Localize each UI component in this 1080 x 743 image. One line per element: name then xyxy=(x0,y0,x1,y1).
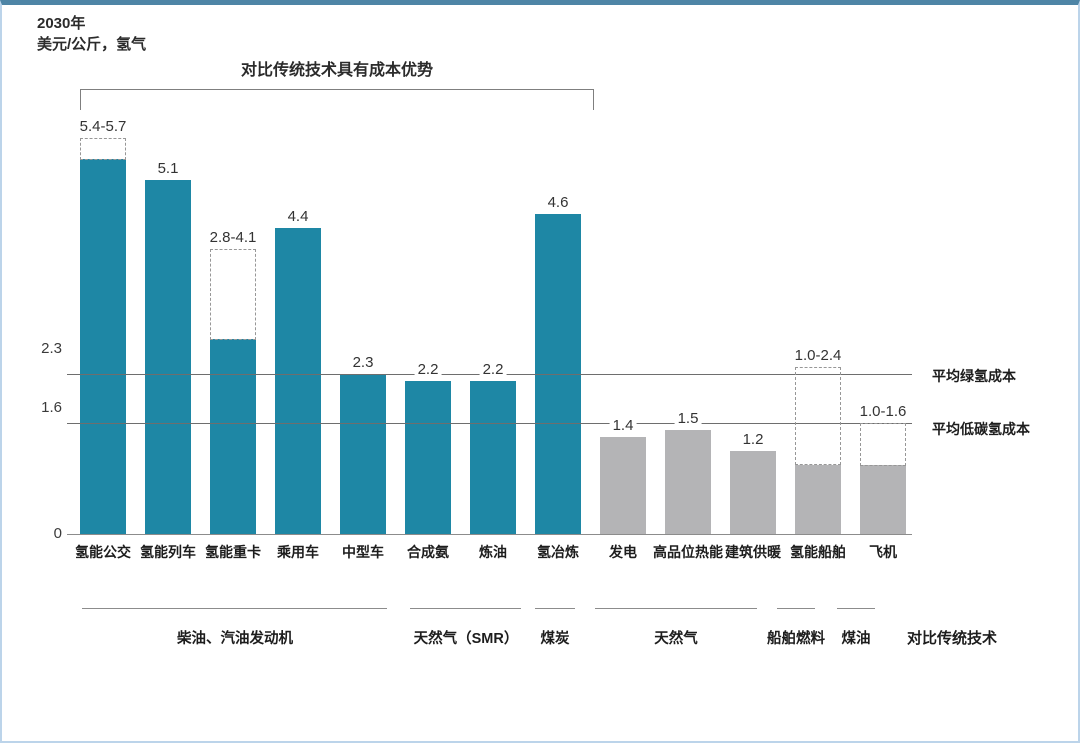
bar-category-label: 高品位热能 xyxy=(653,544,723,560)
chart-unit-label: 美元/公斤，氢气 xyxy=(37,36,147,53)
bar-range-box-11 xyxy=(795,367,841,465)
y-tick-1-6: 1.6 xyxy=(41,399,62,416)
bar-category-label: 氢冶炼 xyxy=(537,544,579,560)
group-label-3: 天然气 xyxy=(654,631,698,647)
bar-value-label: 1.4 xyxy=(609,417,637,435)
group-label-0: 柴油、汽油发动机 xyxy=(177,631,293,647)
bar-column-8 xyxy=(600,437,646,534)
x-axis-line xyxy=(67,534,912,535)
bar-value-label: 1.0-1.6 xyxy=(856,403,910,421)
bar-value-label: 4.4 xyxy=(284,208,312,226)
group-underline-0 xyxy=(82,608,387,609)
group-label-2: 煤炭 xyxy=(540,631,570,647)
bar-value-label: 1.0-2.4 xyxy=(791,347,845,365)
bar-column-4 xyxy=(340,374,386,534)
bar-column-6 xyxy=(470,381,516,534)
bar-column-1 xyxy=(145,180,191,534)
bar-column-9 xyxy=(665,430,711,534)
group-label-5: 煤油 xyxy=(841,631,871,647)
bar-value-label: 5.4-5.7 xyxy=(76,118,130,136)
bar-column-12 xyxy=(860,465,906,535)
bar-category-label: 飞机 xyxy=(869,544,897,560)
chart-year-title: 2030年 xyxy=(37,15,86,32)
bar-value-label: 1.5 xyxy=(674,410,702,428)
low-carbon-hydrogen-cost-line-label: 平均低碳氢成本 xyxy=(932,421,1030,437)
bar-category-label: 建筑供暖 xyxy=(725,544,781,560)
bar-category-label: 发电 xyxy=(609,544,637,560)
y-tick-2-3: 2.3 xyxy=(41,340,62,357)
group-underline-2 xyxy=(535,608,575,609)
group-underline-1 xyxy=(410,608,521,609)
bar-column-0 xyxy=(80,159,126,534)
bar-value-label: 1.2 xyxy=(739,431,767,449)
group-underline-4 xyxy=(777,608,815,609)
bar-category-label: 氢能公交 xyxy=(75,544,131,560)
green-hydrogen-cost-line-label: 平均绿氢成本 xyxy=(932,368,1016,384)
bar-range-box-0 xyxy=(80,138,126,160)
reference-line-1 xyxy=(67,423,912,424)
bar-column-11 xyxy=(795,465,841,535)
group-label-4: 船舶燃料 xyxy=(767,631,825,647)
bar-range-box-2 xyxy=(210,249,256,340)
bar-value-label: 5.1 xyxy=(154,160,182,178)
bar-category-label: 氢能船舶 xyxy=(790,544,846,560)
plot-area: 5.4-5.7 氢能公交 5.1 氢能列车 2.8-4.1 氢能重卡 4.4 乘用车 2.3 中型… xyxy=(2,5,1078,741)
bracket-annotation-label: 对比传统技术具有成本优势 xyxy=(240,62,433,79)
bar-category-label: 中型车 xyxy=(342,544,384,560)
bar-category-label: 合成氨 xyxy=(407,544,449,560)
bar-column-10 xyxy=(730,451,776,534)
group-underline-5 xyxy=(837,608,875,609)
bar-column-2 xyxy=(210,339,256,534)
cost-advantage-bracket xyxy=(80,89,594,110)
bar-value-label: 2.2 xyxy=(414,361,442,379)
bar-value-label: 2.8-4.1 xyxy=(206,229,260,247)
bar-column-3 xyxy=(275,228,321,534)
group-label-1: 天然气（SMR） xyxy=(413,631,519,647)
bar-value-label: 4.6 xyxy=(544,194,572,212)
bar-value-label: 2.3 xyxy=(349,354,377,372)
group-underline-3 xyxy=(595,608,757,609)
bar-category-label: 氢能列车 xyxy=(140,544,196,560)
y-tick-0: 0 xyxy=(53,525,62,542)
comparison-axis-label: 对比传统技术 xyxy=(907,630,998,647)
bar-category-label: 炼油 xyxy=(479,544,507,560)
bar-range-box-12 xyxy=(860,423,906,466)
bar-category-label: 氢能重卡 xyxy=(205,544,261,560)
bar-category-label: 乘用车 xyxy=(277,544,319,560)
bar-value-label: 2.2 xyxy=(479,361,507,379)
bar-column-5 xyxy=(405,381,451,534)
